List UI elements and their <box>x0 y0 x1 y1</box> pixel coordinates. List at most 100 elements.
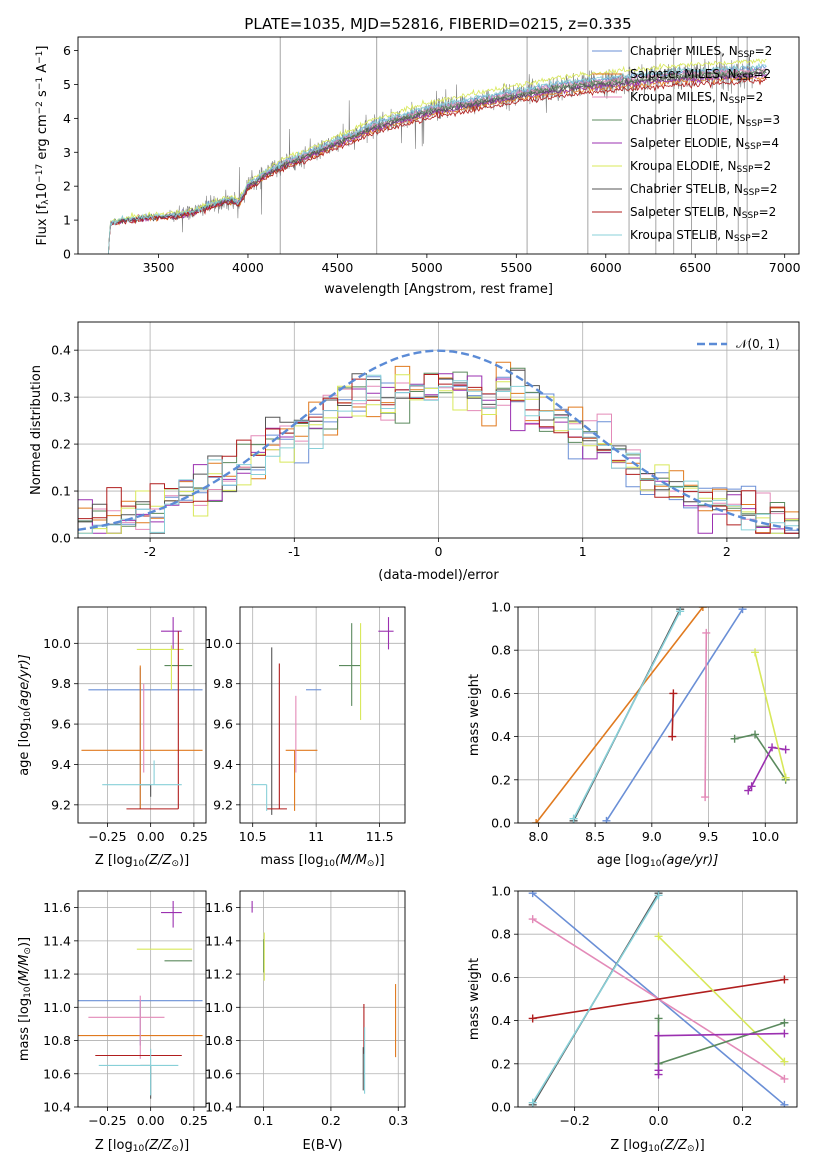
series-marker <box>780 1018 789 1027</box>
series-marker <box>602 816 611 823</box>
errorbar-kroupa-stelib <box>251 784 268 811</box>
residuals-legend: 𝒩(0, 1) <box>697 337 780 351</box>
label-part: erg cm <box>35 114 50 163</box>
x-tick-label: 5500 <box>500 260 532 275</box>
y-tick-label: 10.0 <box>43 636 71 651</box>
series-kroupa-elodie <box>654 932 789 1066</box>
series-kroupa-stelib <box>528 891 663 1107</box>
x-axis-label: mass [log10(M/M⊙)] <box>260 853 384 869</box>
histogram-kroupa-stelib <box>78 374 799 538</box>
label-part: −1 <box>35 51 45 64</box>
plot-area <box>81 617 203 810</box>
y-tick-label: 0.8 <box>491 643 511 658</box>
y-tick-label: 9.6 <box>213 717 233 732</box>
series-line <box>572 610 681 820</box>
label-part: ⊙ <box>171 859 179 869</box>
series-line <box>704 632 708 798</box>
legend-entry: Salpeter STELIB, NSSP=2 <box>630 205 776 221</box>
label-part: (Z/Z <box>660 1138 688 1153</box>
series-marker <box>751 648 760 657</box>
plot-area <box>78 349 799 538</box>
y-tick-label: 1 <box>63 213 71 228</box>
axes: -2 -1 0 1 2 0.0 0.1 0.2 0.3 0.4 𝒩(0, 1) (data-model… <box>29 321 800 583</box>
errorbar-salpeter-miles <box>285 749 318 811</box>
spectrum-panel: 3500 4000 4500 5000 5500 6000 6500 7000 0 1 2 3 4 5 6 C… <box>35 36 801 297</box>
y-tick-label: 6 <box>63 43 71 58</box>
axes-frame <box>77 890 207 1108</box>
label-part: (Z/Z <box>144 1138 172 1153</box>
label-part: =2 <box>755 44 773 58</box>
label-part: ] <box>35 46 50 51</box>
series-marker <box>730 734 739 743</box>
histogram-salpeter-stelib <box>78 374 799 538</box>
model-salpeter-stelib <box>108 77 767 254</box>
plot-area <box>251 900 397 1094</box>
series-marker <box>528 891 537 898</box>
label-part: SSP <box>729 96 746 106</box>
y-tick-label: 9.6 <box>51 717 71 732</box>
x-tick-label: −0.2 <box>559 1113 589 1128</box>
y-tick-label: 10.6 <box>205 1066 233 1081</box>
y-tick-label: 11.6 <box>205 900 233 915</box>
x-tick-label: 3500 <box>143 260 175 275</box>
series-salpeter-stelib <box>528 975 789 1023</box>
errorbar-kroupa-stelib <box>102 760 182 786</box>
x-tick-label: 4000 <box>232 260 264 275</box>
x-tick-label: 9.5 <box>699 829 719 844</box>
y-tick-label: 11.0 <box>43 1000 71 1015</box>
label-part: Z [log <box>95 853 133 868</box>
series-marker <box>768 743 777 752</box>
series-line <box>535 607 704 823</box>
x-tick-label: 0.2 <box>321 1113 341 1128</box>
y-tick-label: 10.4 <box>43 1100 71 1115</box>
label-part: (M/M <box>17 955 32 987</box>
label-part: age [log <box>597 853 650 868</box>
residuals-panel: -2 -1 0 1 2 0.0 0.1 0.2 0.3 0.4 𝒩(0, 1) (data-model… <box>29 321 800 583</box>
label-part: age [log <box>17 723 32 776</box>
model-kroupa-miles <box>108 67 767 254</box>
label-part: 10 <box>324 859 336 869</box>
x-tick-label: 0.25 <box>180 1113 208 1128</box>
y-tick-label: 0.3 <box>51 390 71 405</box>
series-marker <box>528 1014 537 1023</box>
label-part: Z [log <box>610 1138 648 1153</box>
errorbar-salpeter-elodie <box>161 900 182 928</box>
errorbar-salpeter-elodie <box>378 617 394 650</box>
series-marker <box>747 782 756 791</box>
x-tick-label: −0.25 <box>88 829 126 844</box>
x-axis-label: wavelength [Angstrom, rest frame] <box>324 282 553 297</box>
axes-frame <box>517 890 798 1108</box>
errorbar-chabrier-stelib <box>140 1064 152 1099</box>
series-marker <box>738 607 747 614</box>
series-line <box>532 894 660 1104</box>
x-tick-label: 8.0 <box>528 829 548 844</box>
model-chabrier-stelib <box>108 70 767 254</box>
y-axis-label: Normed distribution <box>29 365 44 495</box>
x-tick-label: 9.0 <box>642 829 662 844</box>
label-part: −1 <box>35 77 45 90</box>
x-tick-label: -2 <box>144 544 156 559</box>
label-part: =2 <box>760 182 778 196</box>
x-tick-label: 10.5 <box>239 829 267 844</box>
y-tick-label: 0.2 <box>51 437 71 452</box>
legend-entry: Salpeter ELODIE, NSSP=4 <box>630 136 779 152</box>
label-part: SSP <box>737 73 754 83</box>
x-tick-label: 0.0 <box>649 1113 669 1128</box>
label-part: =2 <box>753 67 771 81</box>
y-tick-label: 0.4 <box>491 729 511 744</box>
series-marker <box>669 689 678 698</box>
massweight-vs-metallicity-panel: −0.2 0.0 0.2 0.0 0.2 0.4 0.6 0.8 1.0 Z [log10(Z/Z… <box>467 884 798 1154</box>
label-part: 10 <box>650 859 662 869</box>
series-marker <box>676 607 685 616</box>
age-vs-mass-panel: 10.5 11 11.5 9.2 9.4 9.6 9.8 10.0 mass [log10(M/… <box>205 606 406 869</box>
y-tick-label: 9.8 <box>213 676 233 691</box>
y-tick-label: 1.0 <box>491 600 511 615</box>
plot-area <box>251 617 394 815</box>
series-kroupa-miles <box>701 628 711 802</box>
errorbar-salpeter-stelib <box>266 663 287 810</box>
label-part: 10 <box>133 859 145 869</box>
label-part: SSP <box>737 165 754 175</box>
y-tick-label: 0.4 <box>51 343 71 358</box>
x-tick-label: 5000 <box>411 260 443 275</box>
y-tick-label: 11.0 <box>205 1000 233 1015</box>
